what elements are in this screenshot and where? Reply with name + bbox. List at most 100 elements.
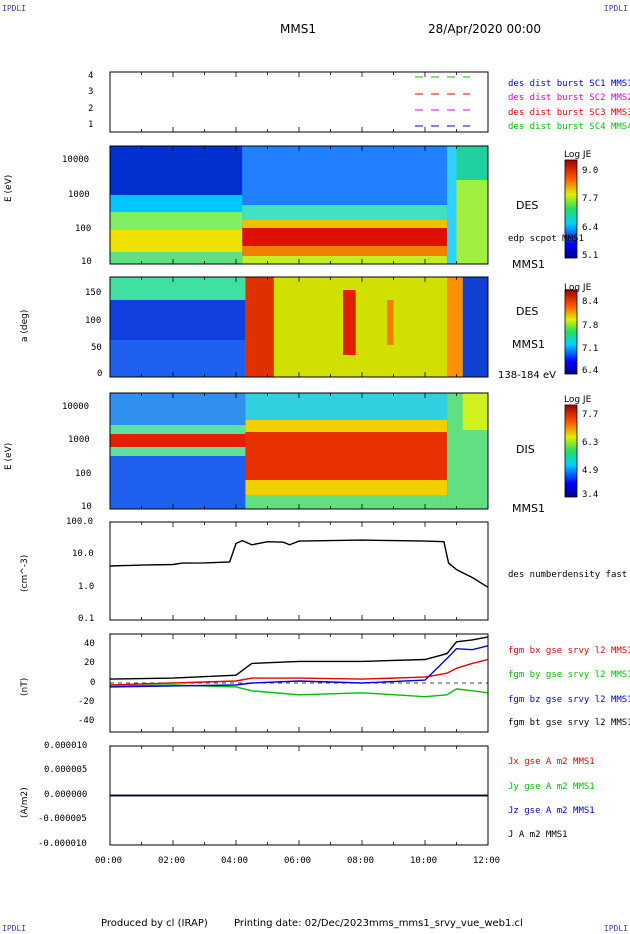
- spectrogram-band: [343, 290, 356, 355]
- x-tick-label: 02:00: [158, 856, 186, 866]
- spectrogram-band: [110, 195, 243, 212]
- bfield-line-bz: [109, 645, 489, 688]
- spectrogram-band: [110, 393, 246, 425]
- bfield-legend-bz: fgm bz gse srvy l2 MMS1: [508, 695, 630, 705]
- bfield-ytick: 40: [84, 639, 95, 649]
- density-legend: des numberdensity fast MMS1: [508, 570, 630, 580]
- des-energy-ylabel: E (eV): [4, 174, 14, 202]
- bfield-ylabel: (nT): [20, 677, 30, 696]
- footer-produced: Produced by cl (IRAP): [101, 918, 208, 929]
- bfield-legend-bx: fgm bx gse srvy l2 MMS1: [508, 646, 630, 656]
- density-ytick: 1.0: [78, 582, 95, 592]
- des-pitch-colorbar-title: Log JE: [564, 283, 592, 293]
- spectrogram-band: [387, 300, 394, 345]
- spectrogram-band: [242, 146, 448, 205]
- dis-energy-ytick: 10: [81, 502, 92, 512]
- bfield-ytick: -20: [78, 697, 95, 707]
- current-legend-jz: Jz gse A m2 MMS1: [508, 806, 595, 816]
- spectrogram-band: [110, 277, 246, 300]
- bfield-line-by: [109, 684, 489, 698]
- corner-label-bottom-right: IPDLI: [603, 924, 628, 933]
- des-energy-sublabel: MMS1: [512, 258, 545, 271]
- footer-printing-date: Printing date: 02/Dec/2023: [234, 918, 370, 929]
- bfield-ytick: 0: [90, 678, 96, 688]
- dis-energy-label: DIS: [516, 443, 535, 456]
- scpot-overlay-label: edp scpot MMS1: [508, 234, 584, 244]
- colorbar-tick: 6.4: [582, 223, 599, 233]
- dis-energy-colorbar-title: Log JE: [564, 395, 592, 405]
- des-energy-ytick: 100: [75, 224, 92, 234]
- spectrogram-band: [110, 340, 246, 377]
- density-ytick: 100.0: [66, 517, 94, 527]
- des-pitch-ylabel: a (deg): [20, 309, 30, 342]
- colorbar: [564, 404, 578, 498]
- spectrogram-band: [245, 495, 448, 509]
- colorbar-tick: 3.4: [582, 490, 599, 500]
- colorbar: [564, 159, 578, 259]
- x-tick-label: 08:00: [347, 856, 375, 866]
- burst-legend-sc3: des dist burst SC3 MMS3: [508, 108, 630, 118]
- current-ylabel: (A/m2): [20, 787, 30, 818]
- spectrogram-band: [462, 393, 488, 430]
- spacecraft-title: MMS1: [280, 22, 316, 36]
- spectrogram-band: [245, 432, 448, 480]
- spectrogram-band: [245, 277, 274, 377]
- burst-legend-sc2: des dist burst SC2 MMS2: [508, 93, 630, 103]
- colorbar-tick: 7.8: [582, 321, 599, 331]
- spectrogram-band: [110, 146, 243, 195]
- x-tick-label: 12:00: [473, 856, 501, 866]
- burst-legend-sc1: des dist burst SC1 MMS1: [508, 79, 630, 89]
- colorbar-tick: 4.9: [582, 466, 599, 476]
- date-title: 28/Apr/2020 00:00: [428, 22, 542, 36]
- burst-legend-sc4: des dist burst SC4 MMS4: [508, 122, 630, 132]
- panel-frame: [109, 71, 489, 133]
- bfield-line-bt: [109, 636, 489, 680]
- dis-energy-ylabel: E (eV): [4, 442, 14, 470]
- bfield-line-bx: [109, 658, 489, 686]
- spectrogram-band: [110, 425, 246, 434]
- current-ytick: -0.000010: [38, 839, 87, 849]
- current-ytick: 0.000000: [44, 790, 88, 800]
- x-tick-label: 10:00: [410, 856, 438, 866]
- spectrogram-band: [242, 246, 448, 256]
- spectrogram-band: [245, 420, 448, 432]
- bfield-legend-bt: fgm bt gse srvy l2 MMS1: [508, 718, 630, 728]
- spectrogram-band: [456, 180, 488, 264]
- spectrogram-band: [242, 228, 448, 246]
- corner-label-top-left: IPDLI: [2, 4, 27, 13]
- bfield-legend-by: fgm by gse srvy l2 MMS1: [508, 670, 630, 680]
- energy-range-label: 138-184 eV: [498, 370, 556, 381]
- bfield-ytick: 20: [84, 658, 95, 668]
- panel-frame: [109, 521, 489, 621]
- corner-label-top-right: IPDLI: [603, 4, 628, 13]
- des-pitch-ytick: 0: [97, 369, 103, 379]
- current-legend-j: J A m2 MMS1: [508, 830, 568, 840]
- colorbar-tick: 6.3: [582, 438, 599, 448]
- spectrogram-band: [110, 447, 246, 456]
- x-tick-label: 04:00: [221, 856, 249, 866]
- spectrogram-band: [242, 220, 448, 228]
- des-energy-ytick: 10: [81, 257, 92, 267]
- dis-energy-ytick: 10000: [62, 402, 90, 412]
- footer-filename: mms_mms1_srvy_vue_web1.cl: [369, 918, 523, 929]
- des-pitch-ytick: 150: [85, 288, 102, 298]
- spectrogram-band: [245, 480, 448, 495]
- current-ytick: 0.000010: [44, 741, 88, 751]
- burst-ytick-label: 1: [88, 120, 94, 130]
- spectrogram-band: [245, 393, 448, 420]
- des-pitch-label: DES: [516, 305, 539, 318]
- burst-ytick-label: 2: [88, 104, 94, 114]
- current-legend-jx: Jx gse A m2 MMS1: [508, 757, 595, 767]
- spectrogram-band: [110, 252, 243, 264]
- density-line: [109, 539, 489, 588]
- spectrogram-band: [447, 277, 463, 377]
- des-pitch-ytick: 50: [91, 343, 102, 353]
- x-tick-label: 06:00: [284, 856, 312, 866]
- current-legend-jy: Jy gse A m2 MMS1: [508, 782, 595, 792]
- spectrogram-band: [462, 277, 488, 377]
- spectrogram-band: [447, 146, 457, 264]
- colorbar-tick: 5.1: [582, 251, 599, 261]
- dis-energy-sublabel: MMS1: [512, 502, 545, 515]
- spectrogram-band: [110, 300, 246, 340]
- colorbar: [564, 289, 578, 375]
